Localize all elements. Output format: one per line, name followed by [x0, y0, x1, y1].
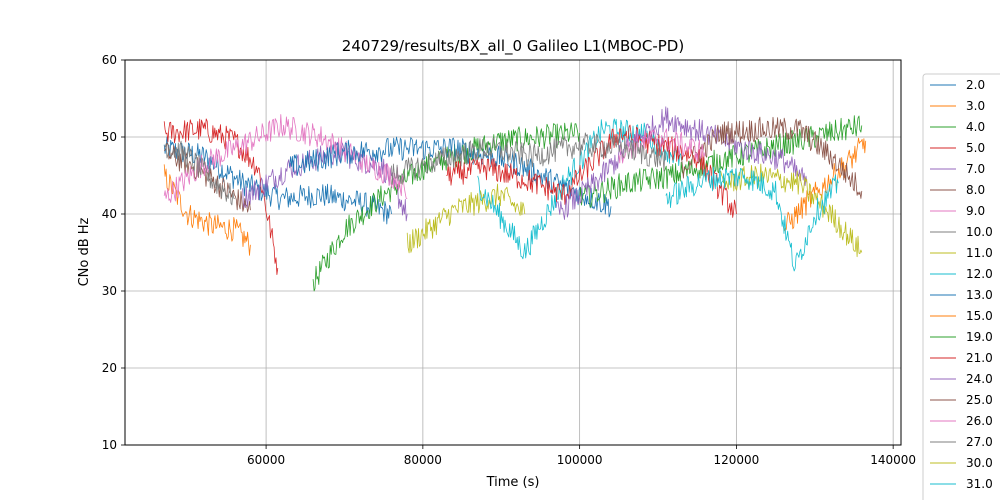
legend-entry: 9.0	[966, 204, 985, 218]
series-line-15.0	[783, 137, 867, 232]
chart-title: 240729/results/BX_all_0 Galileo L1(MBOC-…	[342, 37, 684, 56]
legend-entry: 10.0	[966, 225, 993, 239]
x-tick-label: 100000	[557, 453, 603, 467]
plot-frame	[124, 59, 902, 446]
y-tick-label: 30	[102, 284, 117, 298]
legend-entry: 31.0	[966, 477, 993, 491]
series-line-5.0	[163, 118, 279, 275]
series-line-2.0	[163, 136, 392, 225]
legend-entry: 19.0	[966, 330, 993, 344]
series-line-13.0	[289, 136, 612, 218]
series-lines	[163, 106, 867, 292]
series-line-8.0	[163, 142, 251, 213]
y-tick-label: 60	[102, 53, 117, 67]
y-tick-label: 40	[102, 207, 117, 221]
legend-entry: 26.0	[966, 414, 993, 428]
x-axis-label: Time (s)	[486, 475, 540, 490]
series-line-11.0	[406, 183, 526, 254]
legend-entry: 2.0	[966, 78, 985, 92]
x-tick-label: 140000	[870, 453, 916, 467]
y-tick-label: 20	[102, 361, 117, 375]
legend-entry: 27.0	[966, 435, 993, 449]
y-axis-label: CNo dB Hz	[77, 217, 92, 286]
legend-entry: 11.0	[966, 246, 993, 260]
series-line-9.0	[163, 114, 408, 203]
series-line-21.0	[446, 124, 737, 218]
legend-entry: 25.0	[966, 393, 993, 407]
legend-entry: 13.0	[966, 288, 993, 302]
legend-entry: 3.0	[966, 99, 985, 113]
series-line-19.0	[579, 115, 863, 208]
series-line-25.0	[681, 116, 863, 199]
x-tick-label: 60000	[247, 453, 285, 467]
x-tick-label: 80000	[404, 453, 442, 467]
legend-entry: 12.0	[966, 267, 993, 281]
axes: 60000 80000 100000 120000 140000 10 20 30 40 50 60	[102, 53, 916, 467]
legend: 2.0 3.0 4.0 5.0 7.0 8.0 9.0 10.0 11.0 12.0 13.0 15.…	[922, 73, 1000, 504]
series-line-31.0	[665, 167, 839, 272]
legend-entry: 4.0	[966, 120, 985, 134]
x-tick-label: 120000	[713, 453, 759, 467]
legend-entry: 30.0	[966, 456, 993, 470]
y-tick-label: 10	[102, 438, 117, 452]
legend-entry: 21.0	[966, 351, 993, 365]
legend-entry: 15.0	[966, 309, 993, 323]
y-tick-label: 50	[102, 130, 117, 144]
legend-entry: 7.0	[966, 162, 985, 176]
legend-entry: 5.0	[966, 141, 985, 155]
grid	[125, 59, 901, 446]
series-line-24.0	[555, 106, 808, 220]
series-line-30.0	[720, 163, 863, 258]
series-line-4.0	[312, 122, 580, 292]
legend-entry: 24.0	[966, 372, 993, 386]
legend-box	[922, 73, 1000, 504]
series-line-10.0	[163, 140, 235, 206]
series-line-27.0	[391, 132, 667, 185]
legend-entry: 8.0	[966, 183, 985, 197]
